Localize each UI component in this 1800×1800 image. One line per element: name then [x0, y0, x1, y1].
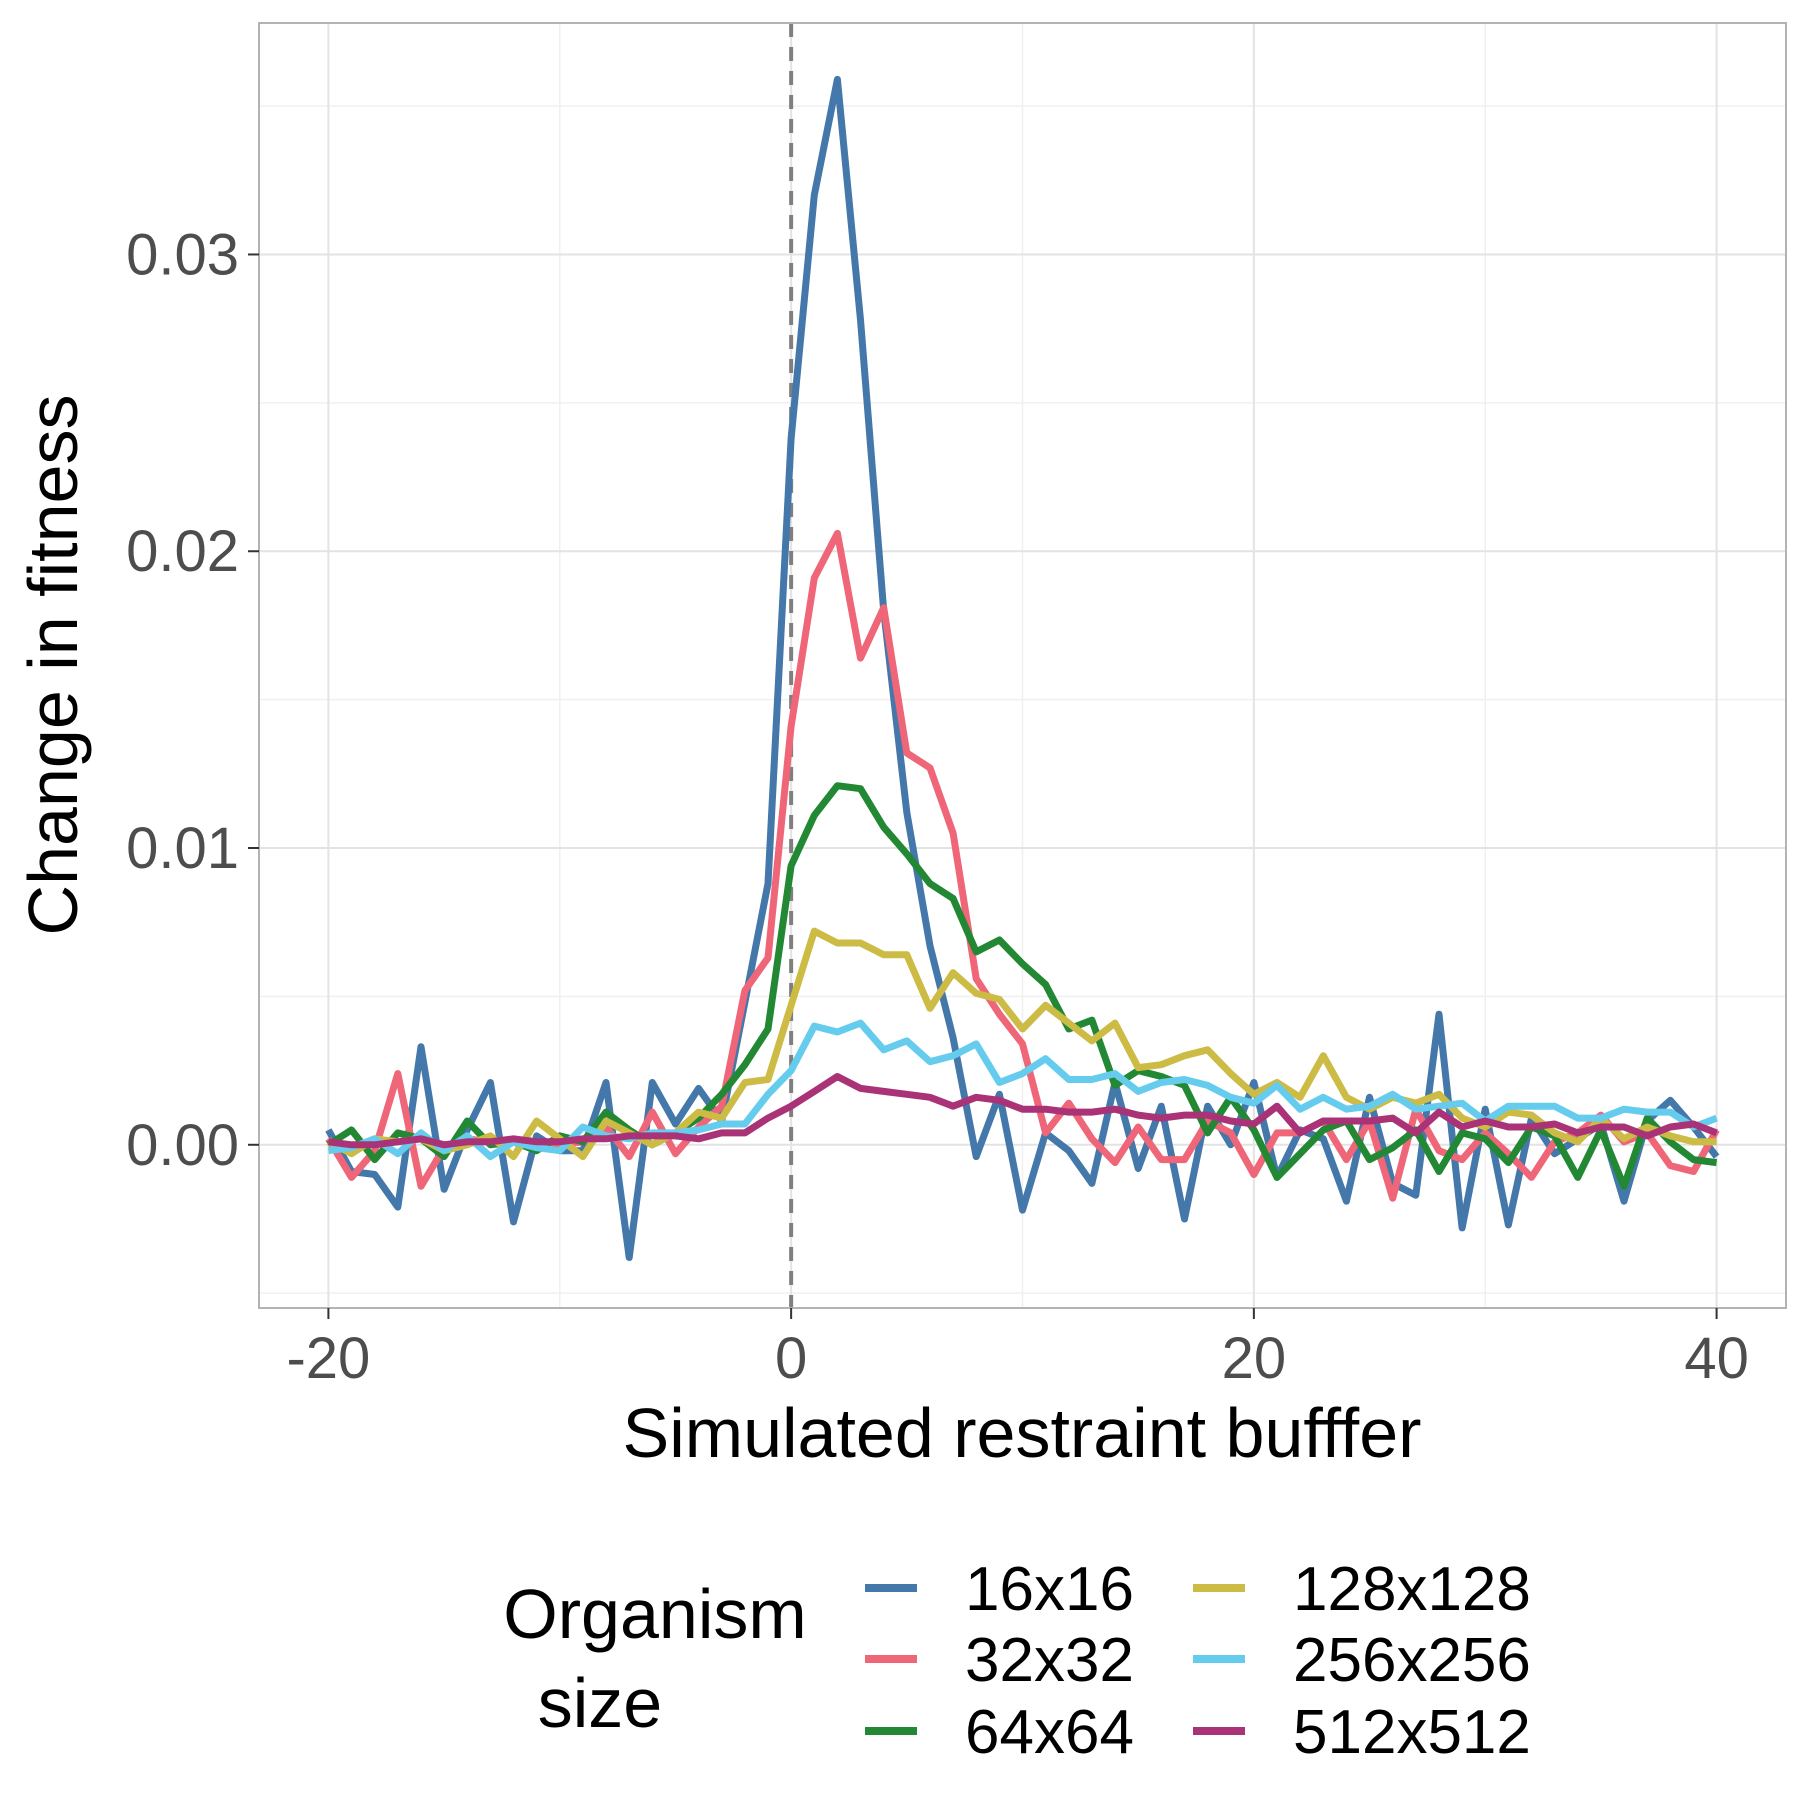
legend-label-16x16: 16x16 — [965, 1555, 1134, 1624]
panel-border — [258, 22, 1787, 1309]
legend-label-32x32: 32x32 — [965, 1626, 1134, 1695]
legend-label-256x256: 256x256 — [1293, 1626, 1531, 1695]
y-tick-label: 0.03 — [126, 222, 239, 287]
y-tick-label: 0.00 — [126, 1113, 239, 1178]
x-axis: -20 0 20 40 — [286, 1308, 1749, 1391]
x-axis-title: Simulated restraint bufffer — [623, 1394, 1422, 1472]
y-axis: 0.00 0.01 0.02 0.03 — [126, 222, 259, 1178]
x-tick-label: 0 — [775, 1326, 807, 1391]
x-tick-label: 20 — [1222, 1326, 1287, 1391]
y-tick-label: 0.02 — [126, 519, 239, 584]
grid — [259, 23, 1786, 1308]
legend-title-line-2: size — [538, 1664, 662, 1742]
legend-label-128x128: 128x128 — [1293, 1555, 1531, 1624]
y-tick-label: 0.01 — [126, 816, 239, 881]
y-axis-title: Change in fitness — [14, 395, 92, 936]
x-tick-label: 40 — [1684, 1326, 1749, 1391]
legend-label-512x512: 512x512 — [1293, 1698, 1531, 1767]
series-layer — [325, 75, 1720, 1261]
x-tick-label: -20 — [286, 1326, 370, 1391]
legend-label-64x64: 64x64 — [965, 1698, 1134, 1767]
series-line-512x512 — [327, 1073, 1718, 1149]
legend-title-line-1: Organism — [503, 1575, 806, 1653]
